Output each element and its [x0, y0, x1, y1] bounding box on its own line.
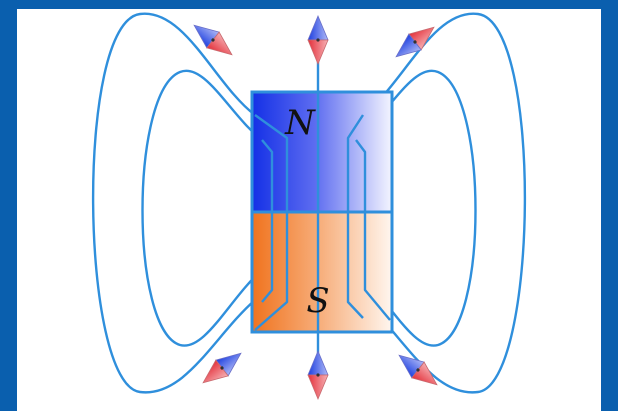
- field-line-left-outer: [91, 12, 257, 394]
- compass-bottom-right: [398, 354, 438, 386]
- south-label: S: [306, 281, 329, 321]
- compass-top-center: [307, 14, 329, 66]
- compass-bottom-left: [202, 352, 242, 384]
- north-pole: [250, 90, 394, 214]
- internal-line-5: [355, 139, 391, 321]
- field-line-right-outer: [361, 12, 527, 394]
- north-label: N: [284, 103, 316, 143]
- internal-line-4: [346, 114, 365, 319]
- south-pole: [250, 210, 394, 334]
- internal-field-lines: [254, 92, 391, 332]
- compass-bottom-center: [307, 349, 329, 401]
- field-lines: [91, 12, 527, 394]
- compass-top-right: [395, 26, 435, 58]
- internal-line-2: [254, 114, 289, 331]
- internal-line-1: [261, 139, 274, 303]
- compass-top-left: [193, 24, 233, 56]
- compasses: [193, 14, 438, 401]
- bar-magnet: [250, 90, 394, 334]
- field-line-left-inner: [141, 69, 264, 347]
- field-line-right-inner: [354, 69, 477, 347]
